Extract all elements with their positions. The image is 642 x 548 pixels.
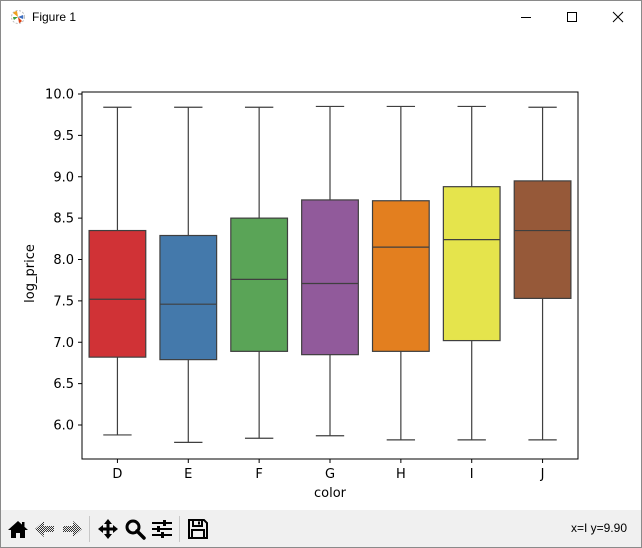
x-tick-label: G (325, 467, 335, 482)
minimize-button[interactable] (503, 1, 549, 32)
y-tick-label: 6.5 (53, 377, 74, 392)
close-button[interactable] (595, 1, 641, 32)
navigation-toolbar: x=I y=9.90 (1, 510, 641, 547)
x-tick-label: I (470, 467, 474, 482)
box-G (301, 199, 359, 356)
move-icon (97, 518, 118, 539)
maximize-icon (567, 11, 577, 22)
box-F (230, 217, 289, 352)
y-tick-label: 10.0 (45, 88, 74, 103)
matplotlib-logo-icon (11, 9, 25, 24)
box-J (513, 180, 572, 299)
y-tick-label: 8.5 (53, 212, 74, 227)
arrow-left-icon (34, 520, 54, 537)
y-tick-label: 9.5 (53, 129, 74, 144)
arrow-right-icon (62, 520, 82, 537)
close-icon (612, 11, 624, 22)
configure-subplots-button[interactable] (148, 514, 175, 544)
pan-button[interactable] (94, 514, 121, 544)
x-tick-label: J (540, 467, 545, 482)
magnifier-icon (125, 519, 146, 540)
box-I (442, 186, 501, 342)
maximize-button[interactable] (549, 1, 595, 32)
y-axis-label: log_price (23, 244, 38, 303)
x-tick-label: H (396, 467, 406, 482)
title-bar[interactable]: Figure 1 (1, 1, 641, 32)
floppy-disk-icon (187, 518, 208, 539)
toolbar-separator (89, 515, 90, 542)
home-button[interactable] (4, 514, 31, 544)
save-button[interactable] (184, 514, 211, 544)
box-E (159, 234, 218, 361)
zoom-button[interactable] (121, 514, 148, 544)
boxplot-chart: 6.0 6.5 7.0 7.5 8.0 8.5 9.0 9.5 10.0 D E F G H I Jcolor… (23, 88, 579, 501)
y-tick-label: 9.0 (53, 170, 74, 185)
cursor-coordinates: x=I y=9.90 (570, 521, 627, 535)
sliders-icon (151, 519, 172, 538)
toolbar-separator (179, 515, 180, 542)
y-tick-label: 6.0 (53, 419, 74, 434)
window-title: Figure 1 (32, 9, 77, 24)
box-H (371, 200, 430, 352)
minimize-icon (521, 16, 531, 18)
x-axis-label: color (314, 486, 347, 501)
home-icon (7, 520, 28, 538)
y-tick-label: 7.0 (53, 336, 74, 351)
y-tick-label: 8.0 (53, 253, 74, 268)
box-D (88, 229, 147, 358)
x-tick-label: D (112, 467, 122, 482)
forward-button[interactable] (58, 514, 85, 544)
back-button[interactable] (31, 514, 58, 544)
y-tick-label: 7.5 (53, 294, 74, 309)
x-tick-label: F (255, 467, 262, 482)
x-tick-label: E (184, 467, 192, 482)
